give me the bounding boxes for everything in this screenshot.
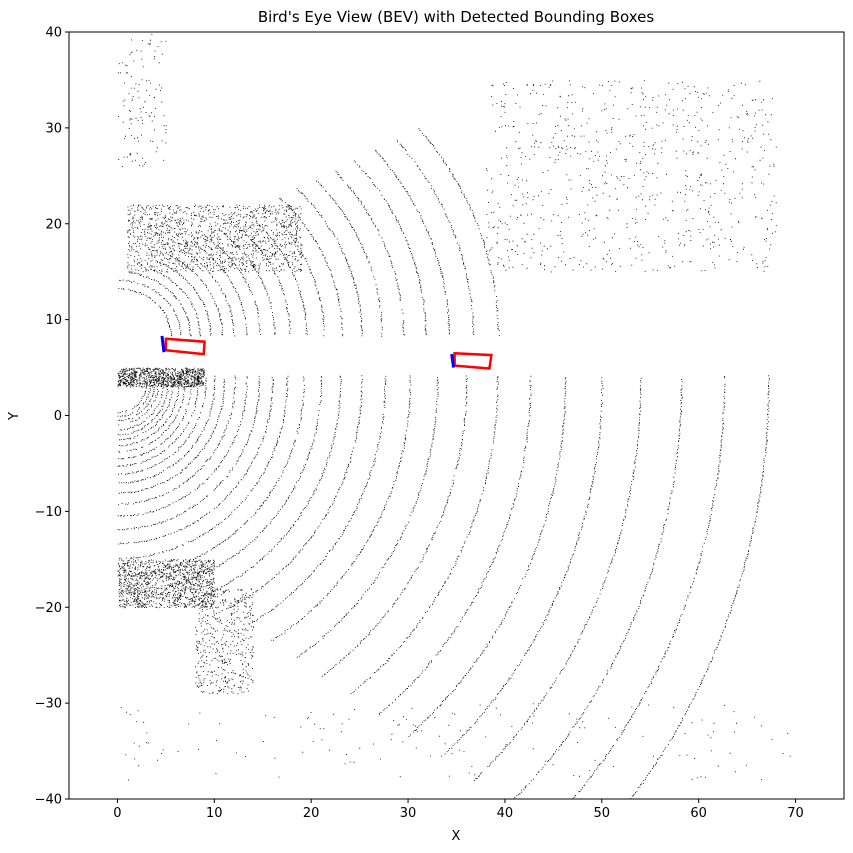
y-tick-label: 10: [45, 313, 62, 328]
y-tick-label: −30: [35, 697, 62, 712]
bounding-boxes: [160, 335, 493, 370]
x-tick-label: 20: [303, 806, 320, 821]
x-tick-label: 40: [497, 806, 514, 821]
y-tick-label: −40: [35, 793, 62, 808]
y-axis-ticks: −40 −30 −20 −10 0 10 20 30 40: [35, 26, 69, 808]
clutter-cluster: [117, 367, 206, 388]
y-tick-label: 40: [45, 26, 62, 41]
bounding-box: [164, 337, 206, 356]
box-front-marker: [450, 353, 456, 368]
point-cloud: [117, 33, 791, 799]
box-front-marker: [160, 335, 166, 353]
clutter-cluster: [127, 204, 303, 273]
x-tick-label: 10: [206, 806, 223, 821]
x-axis-label: X: [452, 829, 461, 844]
clutter-cluster: [117, 559, 216, 609]
y-tick-label: 30: [45, 121, 62, 136]
y-tick-label: 0: [54, 409, 62, 424]
y-tick-label: −10: [35, 505, 62, 520]
x-tick-label: 60: [690, 806, 707, 821]
plot-background: [69, 32, 844, 799]
x-axis-ticks: 0 10 20 30 40 50 60 70: [113, 799, 804, 821]
y-tick-label: −20: [35, 601, 62, 616]
y-tick-label: 20: [45, 217, 62, 232]
chart-title: Bird's Eye View (BEV) with Detected Boun…: [258, 8, 655, 26]
clutter-cluster: [195, 588, 254, 695]
x-tick-label: 70: [787, 806, 804, 821]
x-tick-label: 30: [400, 806, 417, 821]
bounding-box: [453, 351, 493, 370]
y-axis-label: Y: [7, 412, 22, 421]
x-tick-label: 50: [594, 806, 611, 821]
x-tick-label: 0: [113, 806, 121, 821]
